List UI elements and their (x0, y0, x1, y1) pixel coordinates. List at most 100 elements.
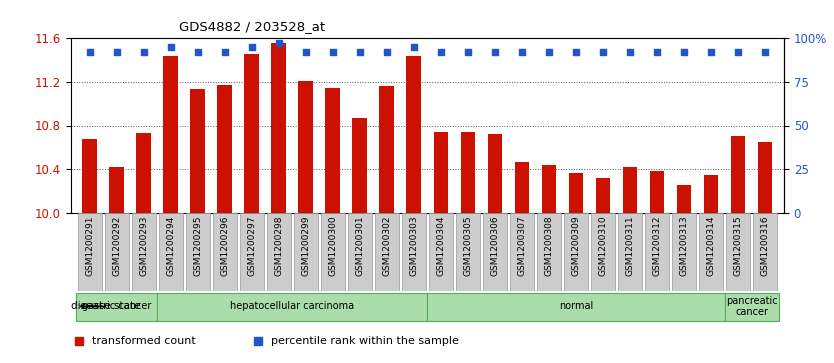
Bar (510, 213, 534, 291)
Point (758, 49, 771, 55)
Point (137, 49, 150, 55)
Text: GSM1200305: GSM1200305 (464, 215, 472, 276)
Text: transformed count: transformed count (93, 335, 196, 346)
Bar (564, 213, 588, 291)
Bar (726, 213, 751, 291)
Text: GSM1200299: GSM1200299 (301, 215, 310, 276)
Point (73, 338, 86, 343)
Text: percentile rank within the sample: percentile rank within the sample (270, 335, 459, 346)
Bar (650, 171, 665, 213)
FancyBboxPatch shape (76, 293, 158, 321)
Bar (374, 213, 399, 291)
Bar (595, 178, 610, 213)
Point (731, 49, 745, 55)
Bar (757, 142, 772, 213)
Point (164, 44, 178, 50)
Bar (753, 213, 777, 291)
Bar (672, 213, 696, 291)
Point (461, 49, 475, 55)
Point (677, 49, 691, 55)
Text: GSM1200311: GSM1200311 (626, 215, 635, 276)
Point (272, 40, 285, 46)
Bar (622, 167, 637, 213)
Point (326, 49, 339, 55)
Bar (699, 213, 723, 291)
Bar (590, 213, 615, 291)
Bar (406, 56, 421, 213)
Bar (402, 213, 426, 291)
Text: GSM1200314: GSM1200314 (706, 215, 716, 276)
Text: GSM1200300: GSM1200300 (329, 215, 338, 276)
Bar (104, 213, 129, 291)
Bar (325, 88, 340, 213)
Point (515, 49, 529, 55)
Text: GSM1200298: GSM1200298 (274, 215, 284, 276)
Bar (186, 213, 210, 291)
Bar (379, 86, 394, 213)
Text: GSM1200295: GSM1200295 (193, 215, 203, 276)
Bar (434, 132, 449, 213)
Point (407, 44, 420, 50)
Text: GSM1200316: GSM1200316 (761, 215, 770, 276)
Bar (190, 89, 205, 213)
Point (623, 49, 636, 55)
Bar (163, 56, 178, 213)
Point (570, 49, 583, 55)
Point (299, 49, 313, 55)
Bar (299, 81, 314, 213)
Text: GSM1200308: GSM1200308 (545, 215, 554, 276)
Text: GSM1200304: GSM1200304 (436, 215, 445, 276)
Text: GSM1200312: GSM1200312 (652, 215, 661, 276)
Bar (429, 213, 453, 291)
Point (110, 49, 123, 55)
Bar (537, 213, 561, 291)
Text: GSM1200313: GSM1200313 (680, 215, 689, 276)
Bar (132, 213, 156, 291)
Text: pancreatic
cancer: pancreatic cancer (726, 295, 777, 317)
Bar (109, 167, 124, 213)
Point (354, 49, 367, 55)
Text: GSM1200292: GSM1200292 (113, 215, 121, 276)
Text: normal: normal (559, 301, 593, 311)
Bar (569, 172, 584, 213)
Point (83, 49, 97, 55)
Bar (515, 162, 530, 213)
Bar (488, 134, 502, 213)
Bar (353, 118, 367, 213)
Bar (213, 213, 237, 291)
Bar (244, 54, 259, 213)
FancyBboxPatch shape (725, 293, 779, 321)
Bar (456, 213, 480, 291)
Point (705, 49, 718, 55)
Bar (483, 213, 507, 291)
FancyBboxPatch shape (158, 293, 427, 321)
Bar (239, 213, 264, 291)
Bar (78, 213, 102, 291)
Point (251, 338, 264, 343)
Bar (321, 213, 345, 291)
Point (245, 44, 259, 50)
Bar (271, 44, 286, 213)
Text: disease state: disease state (72, 301, 141, 311)
Bar (704, 175, 718, 213)
Text: hepatocellular carcinoma: hepatocellular carcinoma (230, 301, 354, 311)
Bar (731, 136, 746, 213)
Bar (541, 165, 556, 213)
Point (191, 49, 204, 55)
Text: GSM1200297: GSM1200297 (248, 215, 256, 276)
Point (488, 49, 501, 55)
Text: GSM1200291: GSM1200291 (85, 215, 94, 276)
Bar (83, 139, 98, 213)
Text: GSM1200306: GSM1200306 (490, 215, 500, 276)
Bar (618, 213, 642, 291)
Bar (676, 184, 691, 213)
Text: GSM1200294: GSM1200294 (166, 215, 175, 276)
Text: GSM1200301: GSM1200301 (355, 215, 364, 276)
Point (380, 49, 394, 55)
Bar (294, 213, 318, 291)
Bar (218, 85, 233, 213)
Bar (348, 213, 372, 291)
Point (596, 49, 610, 55)
Bar (267, 213, 291, 291)
Text: gastric cancer: gastric cancer (82, 301, 152, 311)
